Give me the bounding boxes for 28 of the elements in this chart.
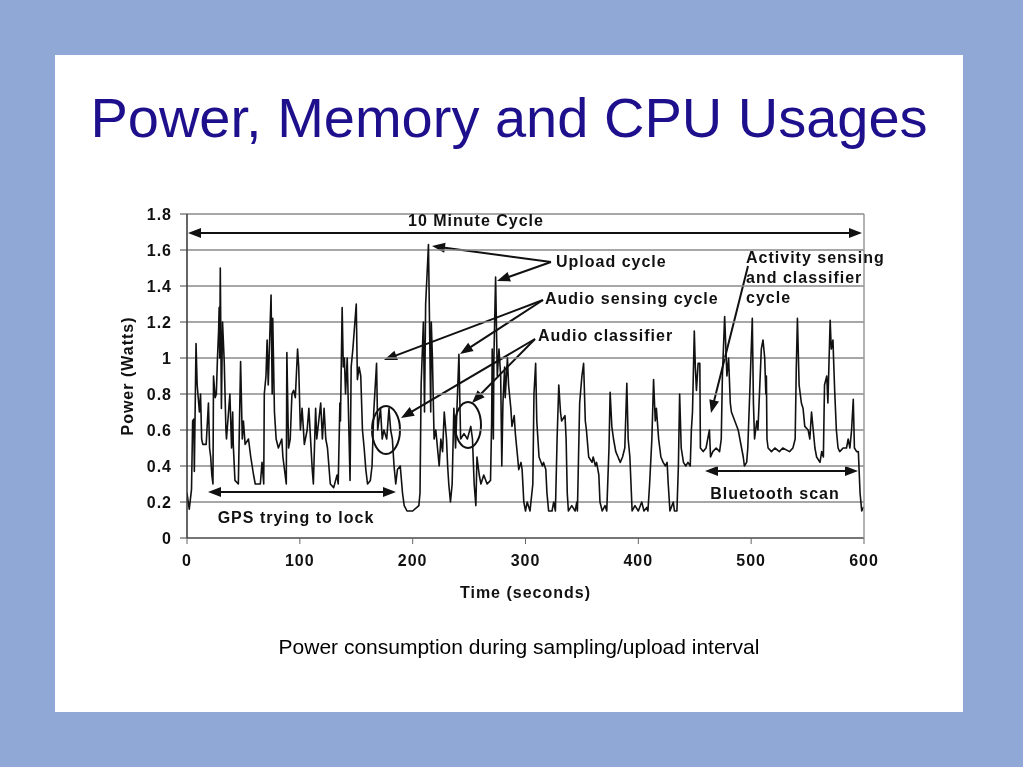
y-tick-label: 1.6 xyxy=(146,241,172,259)
annotation: GPS trying to lock xyxy=(217,508,375,528)
x-tick-label: 200 xyxy=(397,552,428,570)
annotation: Audio sensing cycle xyxy=(545,289,719,309)
x-tick-label: 300 xyxy=(510,552,541,570)
y-tick-label: 0.8 xyxy=(146,385,172,403)
y-tick-label: 1 xyxy=(162,349,172,367)
y-tick-label: 0.2 xyxy=(146,493,172,511)
annotation: Upload cycle xyxy=(556,252,667,272)
y-tick-label: 0.6 xyxy=(146,421,172,439)
x-tick-label: 0 xyxy=(182,552,192,570)
y-tick-label: 1.2 xyxy=(146,313,172,331)
annotation: Activity sensing and classifier cycle xyxy=(746,248,886,308)
x-tick-label: 500 xyxy=(736,552,767,570)
annotation: Audio classifier xyxy=(538,326,674,346)
text: Power consumption during sampling/upload interval xyxy=(278,635,760,659)
y-tick-label: 0.4 xyxy=(146,457,172,475)
y-tick-label: 1.4 xyxy=(146,277,172,295)
chart-title: Power, Memory and CPU Usages xyxy=(89,86,929,149)
x-axis-title: Time (seconds) xyxy=(459,584,592,601)
annotation: Bluetooth scan xyxy=(710,484,840,504)
y-tick-label: 0 xyxy=(162,529,172,547)
x-tick-label: 100 xyxy=(284,552,315,570)
y-axis-title: Power (Watts) xyxy=(119,316,137,436)
y-tick-label: 1.8 xyxy=(146,205,172,223)
x-tick-label: 600 xyxy=(849,552,879,570)
x-tick-label: 400 xyxy=(623,552,654,570)
annotation: 10 Minute Cycle xyxy=(408,211,544,231)
